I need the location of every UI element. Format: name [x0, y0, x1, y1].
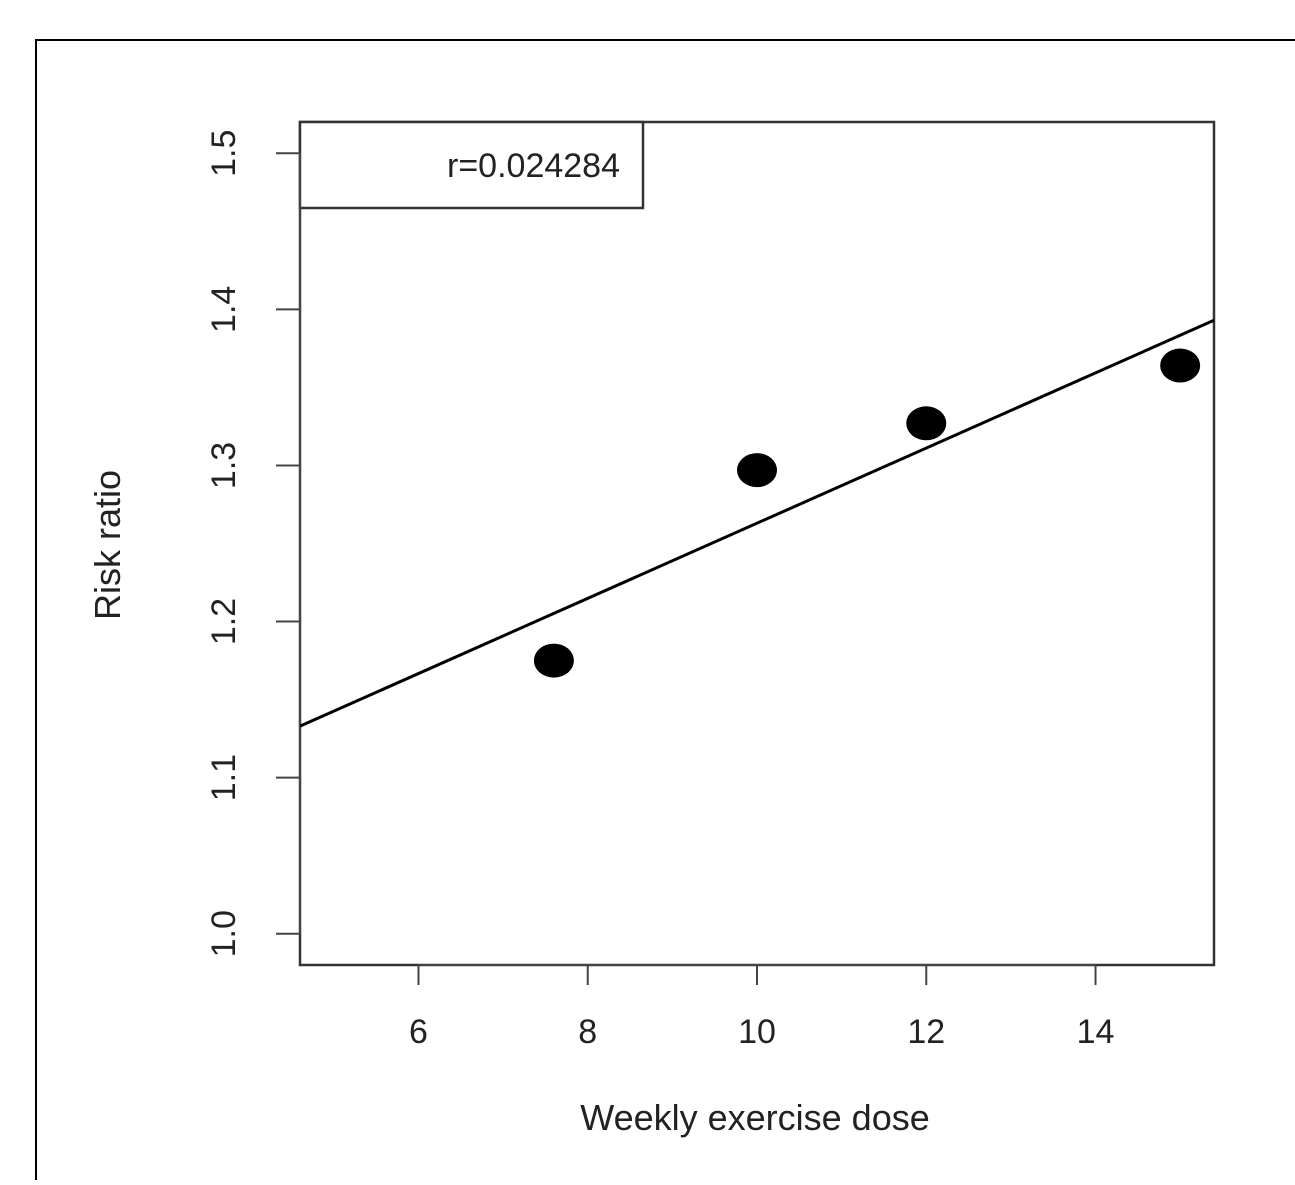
x-tick-label: 14 — [1077, 1013, 1115, 1051]
data-point — [737, 453, 777, 488]
x-tick-label: 6 — [409, 1013, 428, 1051]
plot-frame — [298, 120, 1216, 967]
y-axis: 1.0 1.1 1.2 1.3 1.4 1.5 — [205, 130, 301, 957]
data-point — [533, 643, 574, 678]
x-tick-label: 12 — [907, 1013, 945, 1051]
x-axis-label: Weekly exercise dose — [580, 1097, 930, 1138]
x-axis: 6 8 10 12 14 — [409, 964, 1115, 1051]
figure-frame — [35, 39, 1295, 1180]
annotation-box — [298, 120, 645, 210]
data-point — [1160, 348, 1201, 383]
x-tick-label: 8 — [578, 1013, 597, 1051]
y-tick-label: 1.5 — [205, 130, 243, 177]
data-points — [533, 348, 1201, 678]
annotation-text: r=0.024284 — [447, 147, 620, 185]
y-tick-label: 1.0 — [205, 910, 243, 957]
regression-line — [299, 318, 1215, 728]
data-point — [906, 406, 947, 441]
x-tick-label: 10 — [738, 1013, 776, 1051]
y-tick-label: 1.3 — [205, 442, 243, 489]
trend-line-group — [299, 318, 1215, 728]
y-tick-label: 1.1 — [205, 754, 243, 801]
y-axis-label: Risk ratio — [87, 470, 128, 620]
y-tick-label: 1.4 — [205, 286, 243, 333]
y-tick-label: 1.2 — [205, 598, 243, 645]
